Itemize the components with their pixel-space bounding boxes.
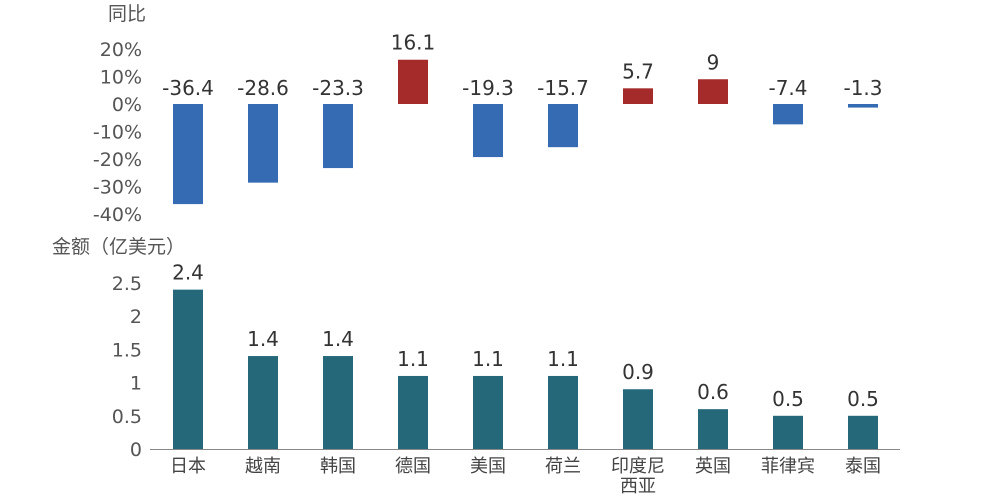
category-label: 泰国 bbox=[845, 456, 881, 477]
bottom-y-tick-label: 2.5 bbox=[112, 273, 142, 295]
amount-bar bbox=[623, 389, 653, 449]
top-y-tick-label: 0% bbox=[112, 94, 142, 116]
category-label: 荷兰 bbox=[545, 456, 581, 477]
amount-data-label: 0.6 bbox=[697, 380, 729, 404]
category-label: 印度尼 bbox=[611, 456, 665, 477]
yoy-data-label: -1.3 bbox=[843, 76, 882, 100]
top-y-tick-label: -10% bbox=[93, 122, 142, 144]
top-y-axis-label: 同比 bbox=[108, 3, 146, 25]
yoy-bar bbox=[698, 79, 728, 104]
amount-data-label: 2.4 bbox=[172, 261, 204, 285]
category-label: 美国 bbox=[470, 456, 506, 477]
yoy-data-label: -23.3 bbox=[312, 76, 364, 100]
category-label: 英国 bbox=[695, 456, 731, 477]
yoy-data-label: -36.4 bbox=[162, 76, 214, 100]
top-y-tick-label: 10% bbox=[100, 67, 142, 89]
amount-bar bbox=[173, 289, 203, 449]
amount-bar bbox=[698, 409, 728, 449]
amount-data-label: 1.1 bbox=[397, 347, 429, 371]
yoy-data-label: -15.7 bbox=[537, 76, 589, 100]
bottom-y-tick-label: 1.5 bbox=[112, 339, 142, 361]
yoy-data-label: -7.4 bbox=[768, 76, 807, 100]
yoy-data-label: 9 bbox=[707, 50, 720, 74]
category-label: 德国 bbox=[395, 456, 431, 477]
yoy-bar bbox=[173, 104, 203, 205]
amount-bar bbox=[773, 415, 803, 449]
yoy-data-label: -19.3 bbox=[462, 76, 514, 100]
top-y-tick-label: -30% bbox=[93, 177, 142, 199]
yoy-bar bbox=[323, 104, 353, 169]
category-label: 日本 bbox=[170, 456, 206, 477]
yoy-data-label: -28.6 bbox=[237, 76, 289, 100]
amount-data-label: 0.5 bbox=[847, 387, 879, 411]
yoy-bar bbox=[848, 104, 878, 108]
category-label: 韩国 bbox=[320, 456, 356, 477]
top-y-tick-label: 20% bbox=[100, 39, 142, 61]
amount-data-label: 0.5 bbox=[772, 387, 804, 411]
top-y-tick-label: -20% bbox=[93, 149, 142, 171]
amount-data-label: 1.4 bbox=[322, 327, 354, 351]
amount-bar bbox=[248, 356, 278, 449]
bottom-y-tick-label: 0.5 bbox=[112, 406, 142, 428]
yoy-bar bbox=[248, 104, 278, 183]
amount-data-label: 1.1 bbox=[547, 347, 579, 371]
amount-data-label: 1.4 bbox=[247, 327, 279, 351]
amount-bar bbox=[548, 375, 578, 449]
yoy-panel: 20% 10% 0% -10% -20% -30% -40% -36.4 -28.6 -23.3 1… bbox=[93, 31, 883, 226]
amount-data-label: 1.1 bbox=[472, 347, 504, 371]
category-label: 西亚 bbox=[620, 476, 656, 497]
yoy-data-label: 16.1 bbox=[391, 31, 436, 55]
yoy-data-label: 5.7 bbox=[622, 59, 654, 83]
top-y-tick-label: -40% bbox=[93, 204, 142, 226]
amount-bar bbox=[473, 375, 503, 449]
bottom-y-axis-label: 金额（亿美元） bbox=[52, 236, 185, 258]
yoy-bar bbox=[548, 104, 578, 148]
bottom-y-tick-label: 1 bbox=[130, 373, 142, 395]
bottom-y-tick-label: 2 bbox=[130, 306, 142, 328]
yoy-bar bbox=[398, 59, 428, 104]
amount-data-label: 0.9 bbox=[622, 360, 654, 384]
yoy-bar bbox=[473, 104, 503, 158]
category-label: 菲律宾 bbox=[761, 456, 815, 477]
bottom-y-tick-label: 0 bbox=[130, 439, 142, 461]
amount-bar bbox=[323, 356, 353, 449]
yoy-bar bbox=[773, 104, 803, 125]
category-label: 越南 bbox=[245, 456, 281, 477]
amount-bar bbox=[848, 415, 878, 449]
yoy-bar bbox=[623, 88, 653, 104]
amount-panel: 2.5 2 1.5 1 0.5 0 2.4 日本 1.4 越南 1.4 韩国 1.1 德国 1.1 美国 1.1… bbox=[112, 261, 900, 497]
amount-bar bbox=[398, 375, 428, 449]
